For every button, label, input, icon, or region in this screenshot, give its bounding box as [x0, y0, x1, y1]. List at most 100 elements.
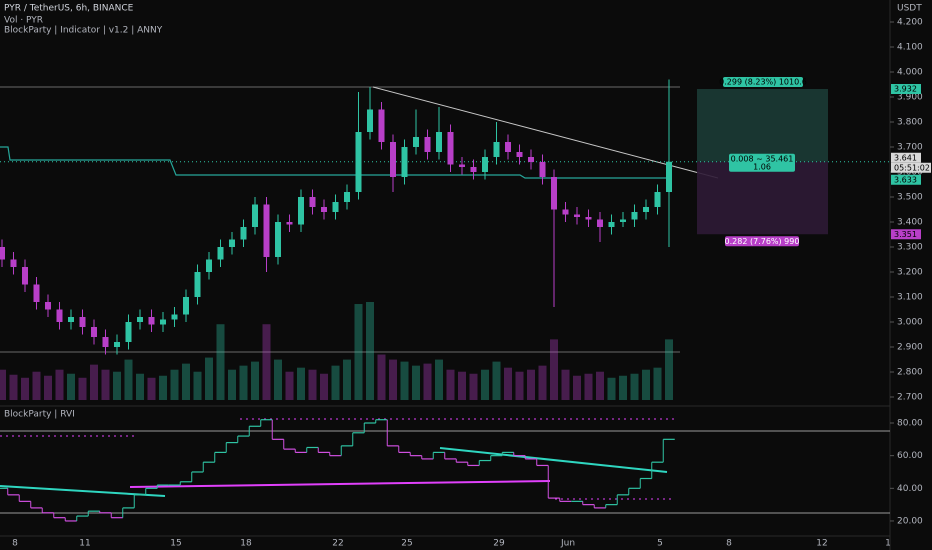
y-tick-label: 80.00: [897, 419, 923, 429]
candle-body: [666, 161, 672, 192]
candle-body: [125, 322, 132, 342]
y-tick-label: 3.700: [897, 143, 923, 153]
volume-bar: [159, 375, 167, 400]
x-tick-label: 11: [79, 539, 90, 549]
volume-bar: [423, 363, 432, 400]
x-tick-label: 18: [240, 539, 252, 549]
volume-bar: [297, 367, 305, 400]
price-label-box: [891, 229, 921, 240]
volume-bar: [527, 369, 535, 400]
candle-body: [275, 222, 281, 257]
candle-body: [321, 207, 327, 212]
volume-bar: [400, 361, 409, 400]
y-tick-label: 3.500: [897, 193, 923, 203]
label-box: [729, 153, 795, 172]
candle-body: [194, 272, 201, 297]
volume-bar: [561, 369, 570, 400]
price-label: 3.351: [894, 230, 917, 239]
volume-bar: [469, 373, 478, 400]
volume-bar: [101, 369, 110, 400]
volume-bar: [538, 365, 547, 400]
y-tick-label: 4.200: [897, 18, 923, 28]
candle-body: [217, 247, 224, 260]
volume-bar: [573, 375, 581, 400]
volume-bar: [653, 367, 662, 400]
y-tick-label: 3.300: [897, 243, 923, 253]
volume-bar: [308, 369, 317, 400]
candle-body: [574, 214, 580, 217]
y-tick-label: 3.000: [897, 318, 923, 328]
volume-bar: [458, 371, 466, 400]
candle-body: [643, 207, 649, 212]
candle-body: [22, 267, 28, 285]
volume-bar: [0, 369, 6, 400]
candle-body: [45, 302, 51, 310]
volume-bar: [596, 371, 604, 400]
volume-bar: [492, 361, 501, 400]
volume-bar: [377, 354, 386, 400]
candle-body: [355, 132, 362, 192]
volume-bar: [216, 324, 225, 400]
price-label: 3.641: [894, 153, 917, 162]
candle-body: [137, 317, 143, 322]
volume-bar: [67, 373, 75, 400]
x-tick-label: 15: [170, 539, 181, 549]
volume-bar: [9, 374, 18, 400]
candle-body: [413, 137, 419, 147]
volume-bar: [446, 369, 455, 400]
volume-bar: [55, 369, 64, 400]
candle-body: [309, 197, 316, 207]
trend-line: [372, 86, 719, 179]
candle-body: [68, 317, 74, 322]
candle-body: [240, 227, 247, 240]
volume-bar: [239, 365, 248, 400]
candle-body: [332, 202, 339, 212]
x-tick-label: 5: [657, 539, 663, 549]
volume-bar: [228, 369, 236, 400]
x-tick-label: 8: [12, 539, 18, 549]
candle-body: [493, 142, 500, 157]
center-label: 0.008 ~ 35.461: [731, 154, 794, 163]
candle-body: [447, 132, 454, 165]
x-tick-label: 12: [816, 539, 827, 549]
candle-body: [252, 204, 258, 227]
volume-title: Vol · PYR: [4, 16, 43, 26]
candle-body: [114, 342, 120, 347]
x-tick-label: 1: [885, 539, 891, 549]
candle-body: [631, 212, 638, 220]
price-label-box: [891, 174, 921, 185]
candle-body: [608, 222, 615, 227]
candle-body: [102, 337, 109, 347]
y-tick-label: 3.200: [897, 268, 923, 278]
x-tick-label: Jun: [560, 539, 575, 549]
candle-body: [378, 109, 385, 142]
stop-zone: [697, 161, 828, 235]
volume-bar: [642, 369, 650, 400]
volume-bar: [44, 375, 52, 400]
countdown: 05:51:02: [894, 163, 930, 172]
candle-body: [459, 164, 465, 167]
volume-bar: [389, 359, 397, 400]
candle-body: [286, 222, 293, 225]
volume-bar: [481, 369, 489, 400]
rvi-trend: [129, 480, 551, 488]
volume-bar: [78, 377, 87, 400]
candle-body: [79, 317, 86, 327]
candle-body: [344, 192, 350, 202]
volume-bar: [354, 304, 363, 400]
volume-bar: [170, 369, 179, 400]
volume-bar: [90, 364, 98, 400]
volume-bar: [584, 373, 593, 400]
volume-bar: [550, 339, 558, 400]
candle-body: [436, 132, 442, 152]
candle-body: [56, 309, 63, 322]
volume-bar: [619, 375, 627, 400]
candle-body: [390, 142, 396, 177]
y-tick-label: 3.400: [897, 218, 923, 228]
volume-bar: [262, 324, 271, 400]
y-tick-label: 4.100: [897, 43, 923, 53]
label-box: [723, 77, 803, 87]
volume-bar: [124, 359, 133, 400]
candle-body: [367, 109, 373, 132]
